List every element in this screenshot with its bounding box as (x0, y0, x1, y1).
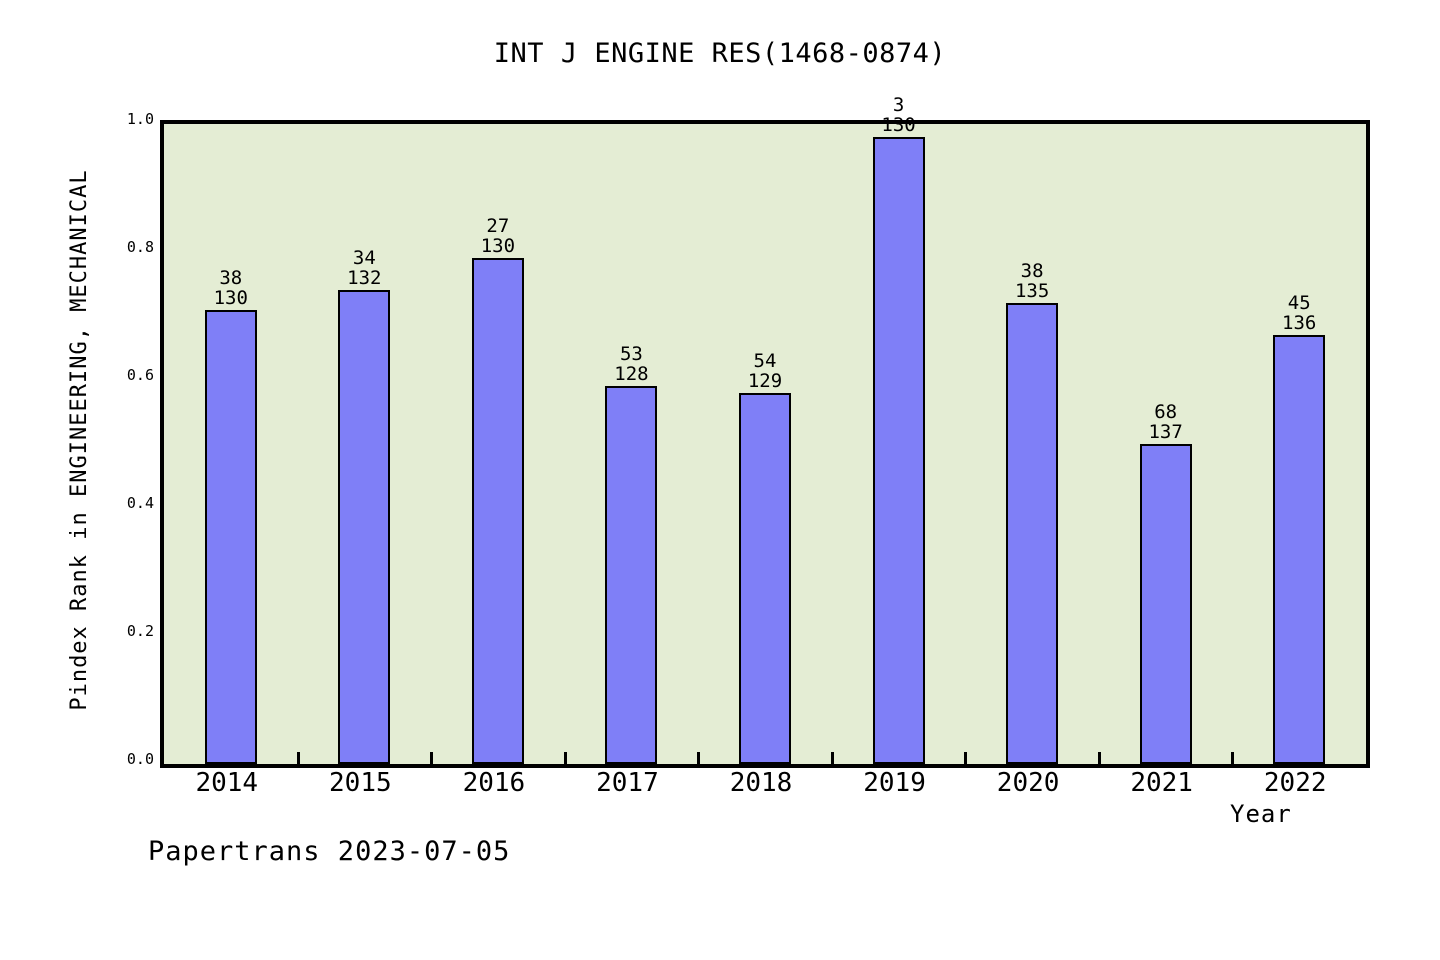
bar-value-label: 45 136 (1229, 293, 1369, 333)
x-tick-label-2020: 2020 (996, 768, 1060, 798)
bar-2018[interactable] (739, 392, 791, 764)
bar-value-label: 54 129 (695, 351, 835, 391)
x-tick-mark (697, 752, 701, 764)
y-tick-label: 0.4 (126, 494, 154, 512)
bar-2016[interactable] (471, 258, 524, 764)
x-tick-mark (296, 752, 300, 764)
bar-2017[interactable] (605, 386, 658, 764)
bar-total-value: 135 (1014, 280, 1050, 303)
bar-total-value: 128 (614, 363, 649, 386)
x-tick-mark (1097, 752, 1101, 764)
bar-2019[interactable] (872, 136, 925, 764)
x-tick-mark (830, 752, 834, 764)
bar-value-label: 53 128 (561, 344, 701, 384)
footer-note: Papertrans 2023-07-05 (148, 836, 511, 867)
y-tick-label: 0.2 (126, 622, 154, 640)
bar-total-value: 129 (747, 369, 783, 392)
bar-total-value: 130 (881, 113, 916, 136)
x-tick-label-2021: 2021 (1130, 768, 1193, 798)
y-tick-label: 1.0 (126, 110, 154, 128)
bar-rank-value: 54 (753, 349, 777, 372)
bar-value-label: 38 135 (962, 261, 1102, 301)
bar-rank-value: 53 (619, 343, 643, 366)
bar-rank-value: 34 (352, 247, 376, 270)
bar-total-value: 137 (1148, 421, 1183, 443)
bar-rank-value: 38 (219, 266, 243, 289)
bar-2022[interactable] (1273, 335, 1326, 764)
bars-container: 38 130 34 132 27 130 53 128 54 129 3 130 38 135 68 137 4… (161, 95, 1369, 764)
bar-value-label: 3 130 (829, 95, 969, 135)
x-tick-mark (1231, 752, 1235, 764)
x-tick-label-2022: 2022 (1263, 768, 1327, 798)
bar-total-value: 136 (1282, 312, 1317, 335)
bar-value-label: 38 130 (161, 268, 301, 308)
bar-rank-value: 27 (486, 215, 510, 238)
bar-value-label: 27 130 (428, 216, 568, 256)
bar-total-value: 132 (347, 267, 382, 290)
chart-title: INT J ENGINE RES(1468-0874) (493, 38, 947, 69)
bar-2014[interactable] (204, 309, 257, 764)
bar-total-value: 130 (213, 286, 248, 309)
bar-value-label: 68 137 (1096, 402, 1236, 442)
y-axis-label: Pindex Rank in ENGINEERING, MECHANICAL (67, 169, 92, 711)
bar-value-label: 34 132 (294, 248, 434, 288)
bar-rank-value: 38 (1020, 260, 1044, 283)
x-tick-mark (430, 752, 434, 764)
plot-area: 38 130 34 132 27 130 53 128 54 129 3 130 38 135 68 137 4… (160, 95, 1370, 768)
x-tick-mark (563, 752, 567, 764)
bar-rank-value: 68 (1154, 401, 1178, 423)
x-axis-label: Year (1230, 800, 1292, 828)
bar-total-value: 130 (480, 235, 516, 258)
bar-2021[interactable] (1139, 444, 1192, 764)
x-tick-label-2017: 2017 (596, 768, 659, 798)
x-tick-label-2019: 2019 (863, 768, 926, 798)
x-tick-label-2015: 2015 (329, 768, 392, 798)
bar-2020[interactable] (1006, 303, 1059, 764)
x-tick-label-2016: 2016 (462, 768, 526, 798)
y-tick-label: 0.6 (126, 366, 154, 384)
y-tick-label: 0.8 (126, 238, 154, 256)
x-tick-mark (964, 752, 968, 764)
x-tick-label-2014: 2014 (195, 768, 259, 798)
bar-2015[interactable] (338, 290, 391, 764)
x-tick-label-2018: 2018 (729, 768, 793, 798)
bar-rank-value: 3 (892, 93, 905, 116)
y-tick-label: 0.0 (126, 750, 154, 768)
bar-rank-value: 45 (1287, 292, 1311, 315)
